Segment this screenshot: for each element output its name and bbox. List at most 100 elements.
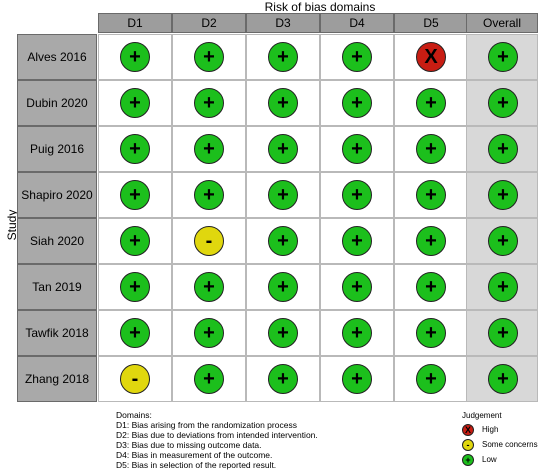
study-label: Alves 2016 (17, 34, 97, 80)
domain-item-d5: D5: Bias in selection of the reported re… (116, 460, 277, 470)
study-label: Dubin 2020 (17, 80, 97, 126)
low-risk-icon: + (194, 180, 224, 210)
domain-cell: - (98, 356, 172, 402)
overall-cell: + (466, 80, 538, 126)
high-risk-icon: X (462, 424, 474, 436)
domain-cell: + (172, 126, 246, 172)
legend-label: Low (482, 455, 497, 464)
low-risk-icon: + (462, 454, 474, 466)
low-risk-icon: + (488, 134, 518, 164)
low-risk-icon: + (342, 272, 372, 302)
study-label: Tawfik 2018 (17, 310, 97, 356)
low-risk-icon: + (488, 180, 518, 210)
low-risk-icon: + (194, 318, 224, 348)
domain-item-d4: D4: Bias in measurement of the outcome. (116, 450, 273, 460)
domain-cell: + (394, 356, 468, 402)
low-risk-icon: + (488, 318, 518, 348)
study-label: Shapiro 2020 (17, 172, 97, 218)
low-risk-icon: + (120, 226, 150, 256)
low-risk-icon: + (120, 88, 150, 118)
low-risk-icon: + (120, 180, 150, 210)
low-risk-icon: + (120, 318, 150, 348)
low-risk-icon: + (268, 42, 298, 72)
domain-cell: + (320, 310, 394, 356)
study-label: Puig 2016 (17, 126, 97, 172)
low-risk-icon: + (268, 364, 298, 394)
domain-cell: + (394, 310, 468, 356)
domain-cell: + (246, 34, 320, 80)
column-header-d5: D5 (394, 13, 468, 33)
low-risk-icon: + (268, 226, 298, 256)
low-risk-icon: + (268, 88, 298, 118)
domain-cell: + (98, 80, 172, 126)
judgement-legend-title: Judgement (462, 411, 502, 420)
low-risk-icon: + (488, 42, 518, 72)
legend-label: High (482, 425, 499, 434)
some-concerns-icon: - (120, 364, 150, 394)
overall-cell: + (466, 356, 538, 402)
some-concerns-icon: - (194, 226, 224, 256)
domain-cell: + (320, 264, 394, 310)
column-header-overall: Overall (466, 13, 538, 33)
study-label: Siah 2020 (17, 218, 97, 264)
domain-item-d1: D1: Bias arising from the randomization … (116, 420, 297, 430)
domain-item-d2: D2: Bias due to deviations from intended… (116, 430, 318, 440)
low-risk-icon: + (268, 134, 298, 164)
domain-cell: + (98, 310, 172, 356)
low-risk-icon: + (268, 180, 298, 210)
domain-cell: + (394, 126, 468, 172)
low-risk-icon: + (342, 226, 372, 256)
overall-cell: + (466, 34, 538, 80)
study-label: Zhang 2018 (17, 356, 97, 402)
low-risk-icon: + (416, 134, 446, 164)
low-risk-icon: + (416, 364, 446, 394)
domain-cell: + (320, 356, 394, 402)
domain-cell: + (246, 264, 320, 310)
domain-cell: + (320, 80, 394, 126)
domain-cell: + (320, 34, 394, 80)
low-risk-icon: + (120, 134, 150, 164)
low-risk-icon: + (488, 226, 518, 256)
column-header-d1: D1 (98, 13, 172, 33)
low-risk-icon: + (416, 226, 446, 256)
domain-cell: + (394, 80, 468, 126)
domain-cell: + (98, 264, 172, 310)
domain-cell: + (98, 34, 172, 80)
column-header-d2: D2 (172, 13, 246, 33)
domain-cell: + (172, 80, 246, 126)
low-risk-icon: + (194, 88, 224, 118)
low-risk-icon: + (342, 42, 372, 72)
domain-cell: + (394, 264, 468, 310)
low-risk-icon: + (416, 88, 446, 118)
domain-cell: + (320, 126, 394, 172)
low-risk-icon: + (416, 180, 446, 210)
low-risk-icon: + (194, 272, 224, 302)
column-header-d3: D3 (246, 13, 320, 33)
domains-heading: Domains: (116, 410, 152, 420)
domain-cell: + (172, 264, 246, 310)
domain-cell: + (172, 310, 246, 356)
low-risk-icon: + (342, 88, 372, 118)
low-risk-icon: + (194, 364, 224, 394)
domain-cell: - (172, 218, 246, 264)
low-risk-icon: + (120, 272, 150, 302)
high-risk-icon: X (416, 42, 446, 72)
domain-cell: + (98, 218, 172, 264)
low-risk-icon: + (488, 88, 518, 118)
some-concerns-icon: - (462, 439, 474, 451)
domain-cell: + (98, 172, 172, 218)
low-risk-icon: + (120, 42, 150, 72)
domain-cell: + (246, 310, 320, 356)
chart-title: Risk of bias domains (264, 0, 376, 14)
domain-cell: + (320, 172, 394, 218)
low-risk-icon: + (268, 318, 298, 348)
low-risk-icon: + (416, 272, 446, 302)
low-risk-icon: + (488, 364, 518, 394)
low-risk-icon: + (194, 134, 224, 164)
column-header-d4: D4 (320, 13, 394, 33)
domains-legend: Domains: D1: Bias arising from the rando… (116, 410, 446, 470)
low-risk-icon: + (342, 318, 372, 348)
domain-item-d3: D3: Bias due to missing outcome data. (116, 440, 262, 450)
domain-cell: + (246, 80, 320, 126)
low-risk-icon: + (342, 180, 372, 210)
